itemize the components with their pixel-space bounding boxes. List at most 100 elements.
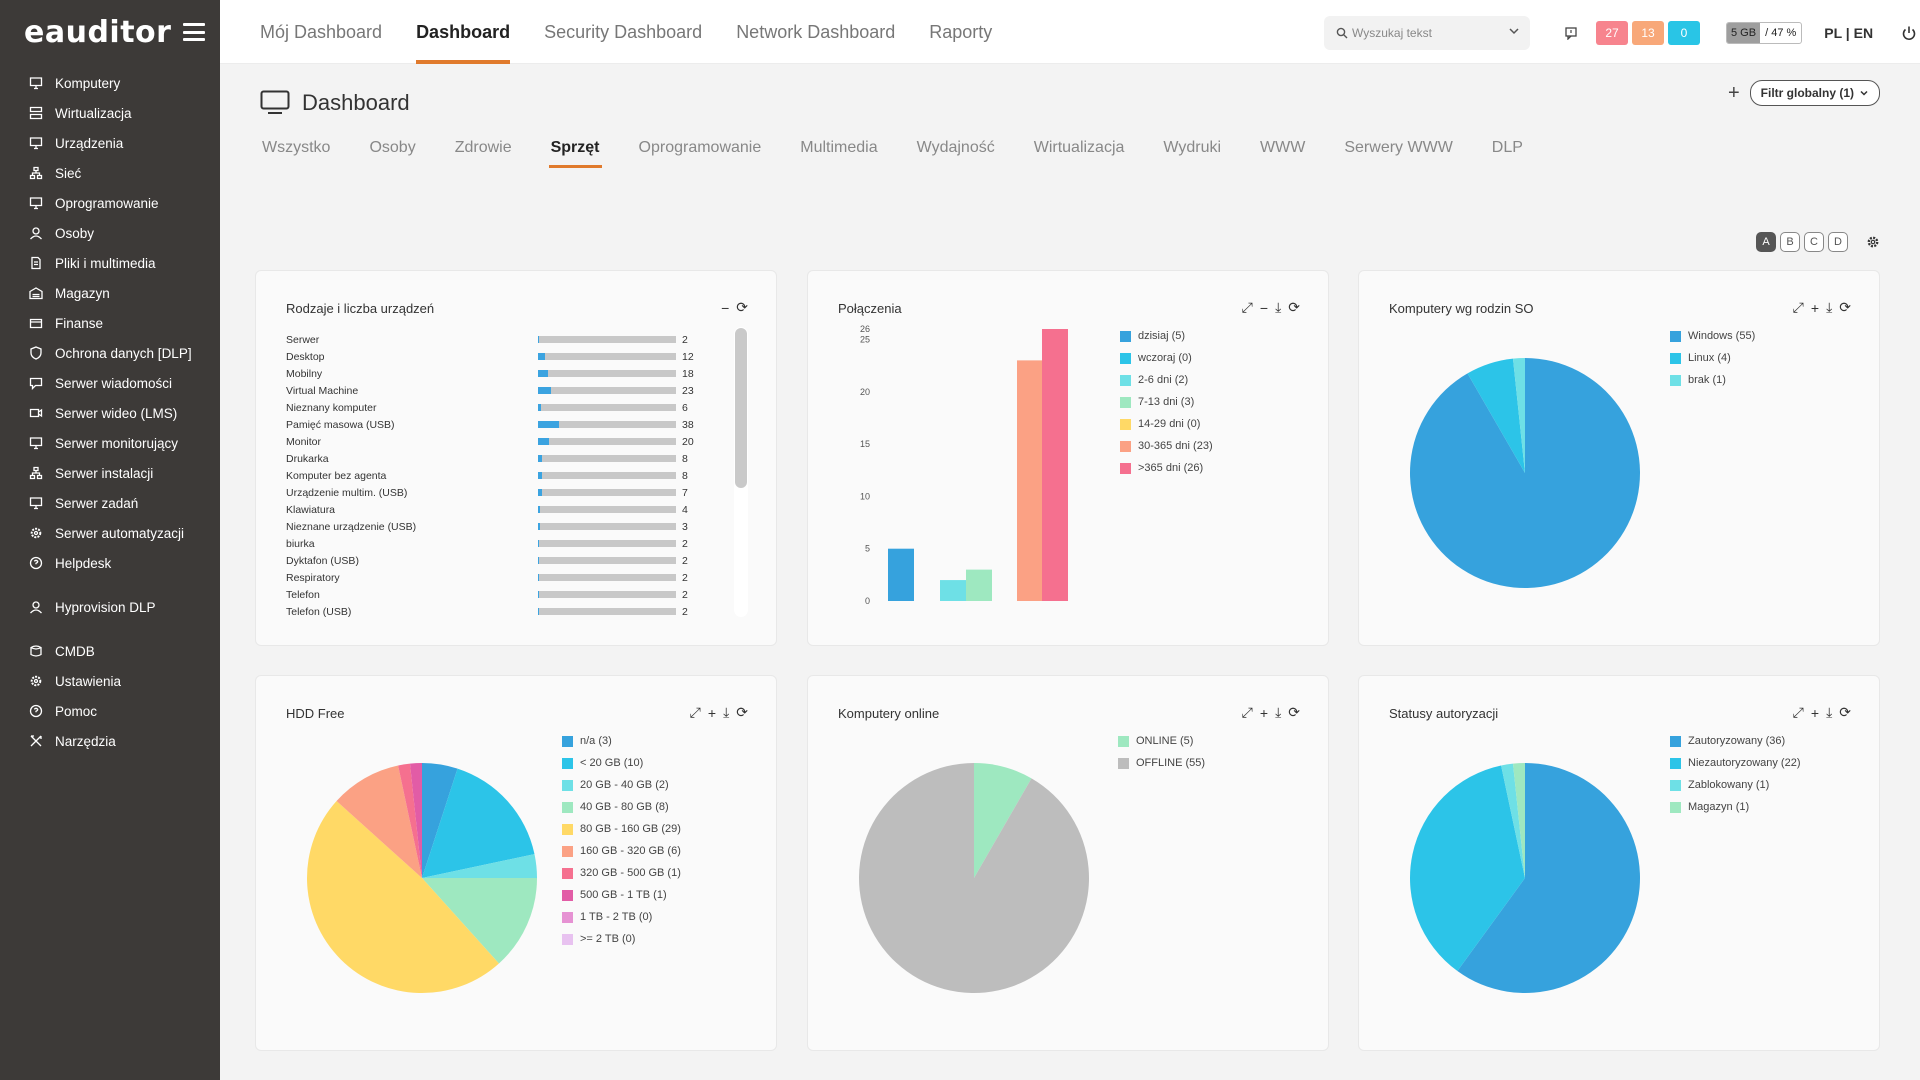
tab-oprogramowanie[interactable]: Oprogramowanie	[638, 139, 762, 156]
refresh-icon[interactable]: ⟳	[1288, 299, 1300, 315]
lang-en[interactable]: EN	[1853, 25, 1874, 41]
layout-d-button[interactable]: D	[1828, 232, 1848, 252]
sidebar-item-urządzenia[interactable]: Urządzenia	[0, 128, 220, 158]
top-tab-network-dashboard[interactable]: Network Dashboard	[736, 21, 896, 42]
sidebar-item-magazyn[interactable]: Magazyn	[0, 278, 220, 308]
lang-pl[interactable]: PL	[1824, 25, 1842, 41]
refresh-icon[interactable]: ⟳	[1839, 299, 1851, 315]
sidebar-item-pomoc[interactable]: Pomoc	[0, 696, 220, 726]
tab-wirtualizacja[interactable]: Wirtualizacja	[1033, 139, 1125, 156]
bar-5[interactable]	[1017, 360, 1043, 601]
download-icon[interactable]: ⤓	[1826, 299, 1833, 315]
sidebar-item-helpdesk[interactable]: Helpdesk	[0, 548, 220, 578]
global-filter-button[interactable]: Filtr globalny (1)	[1749, 80, 1880, 106]
pie-slice-1[interactable]	[1467, 358, 1526, 473]
legend-item[interactable]: ONLINE (5)	[1118, 730, 1205, 752]
pie-slice-0[interactable]	[422, 763, 458, 878]
top-tab-security-dashboard[interactable]: Security Dashboard	[544, 21, 703, 42]
legend-item[interactable]: 500 GB - 1 TB (1)	[562, 884, 681, 906]
hamburger-menu-icon[interactable]	[183, 23, 205, 41]
sidebar-item-finanse[interactable]: Finanse	[0, 308, 220, 338]
expand-icon[interactable]: ⤢	[1792, 299, 1804, 315]
sidebar-item-ochrona-danych-dlp[interactable]: Ochrona danych [DLP]	[0, 338, 220, 368]
chat-icon[interactable]	[1564, 26, 1578, 40]
legend-item[interactable]: 14-29 dni (0)	[1120, 413, 1213, 435]
pie-slice-3[interactable]	[1512, 763, 1525, 878]
legend-item[interactable]: n/a (3)	[562, 730, 681, 752]
sidebar-item-serwer-wideo-lms[interactable]: Serwer wideo (LMS)	[0, 398, 220, 428]
alert-badge-orange[interactable]: 13	[1632, 21, 1664, 45]
sidebar-item-narzędzia[interactable]: Narzędzia	[0, 726, 220, 756]
tab-serwery-www[interactable]: Serwery WWW	[1344, 139, 1453, 156]
sidebar-item-serwer-wiadomości[interactable]: Serwer wiadomości	[0, 368, 220, 398]
bar-2[interactable]	[940, 580, 966, 601]
pie-slice-1[interactable]	[422, 768, 535, 878]
tab-osoby[interactable]: Osoby	[369, 139, 416, 156]
bar-3[interactable]	[966, 569, 992, 601]
download-icon[interactable]: ⤓	[1275, 299, 1282, 315]
download-icon[interactable]: ⤓	[723, 704, 730, 720]
sidebar-item-serwer-instalacji[interactable]: Serwer instalacji	[0, 458, 220, 488]
layout-c-button[interactable]: C	[1804, 232, 1824, 252]
sidebar-item-cmdb[interactable]: CMDB	[0, 636, 220, 666]
chevron-down-icon[interactable]	[1508, 25, 1520, 37]
sidebar-item-hyprovision-dlp[interactable]: Hyprovision DLP	[0, 592, 220, 622]
alert-badge-blue[interactable]: 0	[1668, 21, 1700, 45]
legend-item[interactable]: 7-13 dni (3)	[1120, 391, 1213, 413]
tab-wszystko[interactable]: Wszystko	[262, 139, 331, 156]
legend-item[interactable]: wczoraj (0)	[1120, 347, 1213, 369]
expand-icon[interactable]: ⤢	[1241, 299, 1253, 315]
alert-badge-red[interactable]: 27	[1596, 21, 1628, 45]
power-icon[interactable]	[1901, 25, 1917, 41]
sidebar-item-komputery[interactable]: Komputery	[0, 68, 220, 98]
legend-item[interactable]: < 20 GB (10)	[562, 752, 681, 774]
tab-zdrowie[interactable]: Zdrowie	[454, 139, 512, 156]
legend-item[interactable]: 2-6 dni (2)	[1120, 369, 1213, 391]
add-filter-icon[interactable]: +	[1727, 81, 1740, 104]
gear-icon[interactable]	[1866, 235, 1880, 249]
expand-icon[interactable]: ⤢	[689, 704, 701, 720]
search-input[interactable]: Wyszukaj tekst	[1324, 16, 1530, 50]
layout-a-button[interactable]: A	[1756, 232, 1776, 252]
legend-item[interactable]: 320 GB - 500 GB (1)	[562, 862, 681, 884]
legend-item[interactable]: 40 GB - 80 GB (8)	[562, 796, 681, 818]
sidebar-item-serwer-automatyzacji[interactable]: Serwer automatyzacji	[0, 518, 220, 548]
sidebar-item-serwer-zadań[interactable]: Serwer zadań	[0, 488, 220, 518]
legend-item[interactable]: OFFLINE (55)	[1118, 752, 1205, 774]
refresh-icon[interactable]: ⟳	[736, 299, 748, 315]
scrollbar-thumb[interactable]	[735, 328, 747, 488]
pie-slice-6[interactable]	[398, 763, 422, 878]
bar-6[interactable]	[1042, 329, 1068, 601]
tab-wydruki[interactable]: Wydruki	[1163, 139, 1222, 156]
add-icon[interactable]: +	[1810, 704, 1820, 721]
pie-slice-0[interactable]	[1457, 763, 1640, 993]
pie-slice-3[interactable]	[422, 878, 537, 964]
sidebar-item-oprogramowanie[interactable]: Oprogramowanie	[0, 188, 220, 218]
sidebar-item-pliki-i-multimedia[interactable]: Pliki i multimedia	[0, 248, 220, 278]
sidebar-item-sieć[interactable]: Sieć	[0, 158, 220, 188]
refresh-icon[interactable]: ⟳	[1288, 704, 1300, 720]
refresh-icon[interactable]: ⟳	[1839, 704, 1851, 720]
legend-item[interactable]: Linux (4)	[1670, 347, 1755, 369]
download-icon[interactable]: ⤓	[1275, 704, 1282, 720]
sidebar-item-wirtualizacja[interactable]: Wirtualizacja	[0, 98, 220, 128]
app-logo[interactable]: eauditor	[24, 14, 172, 50]
legend-item[interactable]: 1 TB - 2 TB (0)	[562, 906, 681, 928]
legend-item[interactable]: dzisiaj (5)	[1120, 325, 1213, 347]
pie-slice-2[interactable]	[422, 854, 537, 878]
add-icon[interactable]: +	[1259, 704, 1269, 721]
sidebar-item-ustawienia[interactable]: Ustawienia	[0, 666, 220, 696]
legend-item[interactable]: Windows (55)	[1670, 325, 1755, 347]
scrollbar[interactable]	[734, 327, 748, 617]
top-tab-raporty[interactable]: Raporty	[929, 21, 993, 42]
legend-item[interactable]: 80 GB - 160 GB (29)	[562, 818, 681, 840]
expand-icon[interactable]: ⤢	[1241, 704, 1253, 720]
pie-slice-5[interactable]	[336, 765, 422, 878]
legend-item[interactable]: 160 GB - 320 GB (6)	[562, 840, 681, 862]
pie-slice-0[interactable]	[974, 763, 1032, 878]
legend-item[interactable]: 30-365 dni (23)	[1120, 435, 1213, 457]
refresh-icon[interactable]: ⟳	[736, 704, 748, 720]
tab-www[interactable]: WWW	[1260, 139, 1306, 156]
minimize-icon[interactable]: −	[1259, 299, 1269, 316]
top-tab-mój-dashboard[interactable]: Mój Dashboard	[260, 21, 383, 42]
